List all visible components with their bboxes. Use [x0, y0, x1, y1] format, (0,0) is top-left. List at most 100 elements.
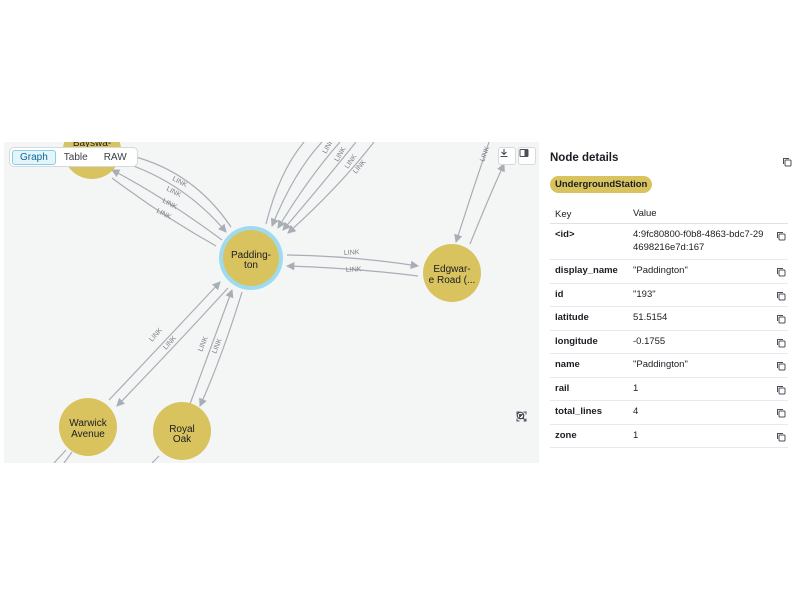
table-row: latitude 51.5154 [550, 307, 788, 331]
value-column-header: Value [633, 208, 657, 220]
property-key: zone [555, 429, 577, 441]
edge[interactable] [111, 177, 217, 247]
property-value[interactable]: "Paddington" [633, 359, 688, 370]
edge-label: LINK [155, 208, 172, 222]
graph-canvas[interactable]: LINK LINK LINK LINK LINK LINK LINK LINK … [4, 142, 539, 463]
edge[interactable] [454, 142, 490, 244]
table-row: display_name "Paddington" [550, 260, 788, 284]
edge[interactable] [277, 142, 341, 229]
edge-label: LINK [479, 145, 491, 162]
copy-value-button[interactable] [776, 314, 786, 327]
property-key: id [555, 288, 564, 300]
node-label: Oak [173, 434, 192, 445]
property-value[interactable]: 1 [633, 429, 639, 441]
copy-icon [783, 158, 792, 167]
node-warwick-avenue[interactable]: Warwick Avenue [59, 398, 117, 456]
copy-icon [777, 385, 786, 394]
zoom-controls [516, 411, 532, 457]
fit-to-screen-icon [516, 411, 527, 422]
edge-label: LINK [162, 335, 178, 351]
property-value[interactable]: 1 [633, 382, 639, 394]
copy-value-button[interactable] [776, 231, 786, 244]
property-value[interactable]: -0.1755 [633, 335, 666, 347]
node-edgware-road[interactable]: Edgwar- e Road (... [423, 244, 481, 302]
property-key: <id> [555, 229, 575, 240]
copy-value-button[interactable] [776, 291, 786, 304]
edge[interactable] [63, 451, 73, 463]
edge[interactable] [116, 287, 229, 407]
edge-label: LINK [148, 327, 164, 343]
edge[interactable] [265, 142, 305, 225]
toggle-panel-icon [519, 149, 529, 157]
edge[interactable] [282, 142, 357, 231]
edge[interactable] [287, 142, 375, 234]
download-button[interactable] [498, 147, 516, 165]
property-value[interactable]: "Paddington" [633, 265, 688, 276]
edge[interactable] [189, 289, 234, 405]
graph-svg[interactable]: LINK LINK LINK LINK LINK LINK LINK LINK … [4, 142, 539, 463]
node-label: Warwick [69, 418, 107, 429]
copy-all-button[interactable] [782, 154, 792, 172]
node-label: e Road (... [429, 275, 476, 286]
edge-label: LINK [346, 266, 362, 274]
zoom-out-button[interactable] [516, 411, 532, 441]
edge[interactable] [469, 163, 505, 245]
edge[interactable] [286, 254, 420, 270]
edge[interactable] [111, 169, 223, 241]
edge[interactable] [121, 161, 227, 233]
node-details-panel: Node details UndergroundStation Key Valu… [539, 142, 800, 463]
node-label: Avenue [71, 429, 105, 440]
tab-raw[interactable]: RAW [103, 151, 127, 163]
edge[interactable] [53, 449, 67, 463]
edge-label: LINK [344, 249, 360, 257]
table-row: zone 1 [550, 425, 788, 448]
toggle-panel-button[interactable] [518, 147, 536, 165]
property-value[interactable]: 4:9fc80800-f0b8-4863-bdc7-294698216e7d:1… [633, 229, 764, 253]
table-row: total_lines 4 [550, 401, 788, 425]
app-window: LINK LINK LINK LINK LINK LINK LINK LINK … [4, 142, 800, 463]
copy-value-button[interactable] [776, 267, 786, 280]
node-royal-oak[interactable]: Royal Oak [153, 402, 211, 460]
copy-icon [777, 432, 786, 441]
tab-table[interactable]: Table [63, 151, 88, 163]
copy-value-button[interactable] [776, 432, 786, 445]
node-label: Padding- [231, 250, 271, 261]
property-key: rail [555, 382, 570, 394]
table-row: <id> 4:9fc80800-f0b8-4863-bdc7-294698216… [550, 224, 788, 260]
key-column-header: Key [555, 209, 572, 220]
property-value[interactable]: "193" [633, 288, 656, 300]
tab-graph[interactable]: Graph [12, 149, 56, 165]
edge-label: LINK [197, 335, 209, 352]
table-row: name "Paddington" [550, 354, 788, 378]
copy-icon [777, 409, 786, 418]
edge[interactable] [151, 455, 160, 463]
table-row: longitude -0.1755 [550, 331, 788, 354]
edge[interactable] [199, 291, 243, 407]
node-paddington[interactable]: Padding- ton [219, 226, 283, 290]
copy-icon [777, 338, 786, 347]
edge-label: LINK [171, 176, 188, 190]
edge[interactable] [285, 262, 419, 277]
view-tabs: Graph Table RAW [9, 147, 138, 167]
copy-value-button[interactable] [776, 385, 786, 398]
edge[interactable] [131, 155, 232, 228]
edge-label: LINK [161, 198, 178, 212]
property-value[interactable]: 51.5154 [633, 312, 668, 323]
node-label-badge[interactable]: UndergroundStation [550, 176, 653, 193]
edge-label: LINK [165, 186, 182, 200]
edge[interactable] [270, 142, 323, 227]
property-value[interactable]: 4 [633, 406, 639, 417]
property-key: longitude [555, 335, 598, 347]
download-icon [500, 149, 508, 158]
table-row: rail 1 [550, 378, 788, 401]
edge[interactable] [108, 281, 221, 401]
fit-to-screen-button[interactable] [516, 411, 532, 457]
copy-icon [777, 268, 786, 277]
node-label: Royal [169, 424, 195, 435]
copy-icon [777, 291, 786, 300]
copy-icon [777, 315, 786, 324]
copy-value-button[interactable] [776, 361, 786, 374]
copy-value-button[interactable] [776, 408, 786, 421]
property-key: name [555, 359, 580, 370]
copy-value-button[interactable] [776, 338, 786, 351]
